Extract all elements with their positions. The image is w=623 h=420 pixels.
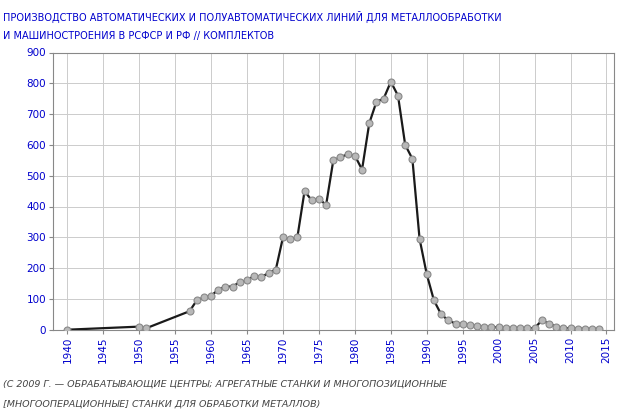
Text: (С 2009 Г. — ОБРАБАТЫВАЮЩИЕ ЦЕНТРЫ; АГРЕГАТНЫЕ СТАНКИ И МНОГОПОЗИЦИОННЫЕ: (С 2009 Г. — ОБРАБАТЫВАЮЩИЕ ЦЕНТРЫ; АГРЕ… — [3, 380, 447, 389]
Text: ПРОИЗВОДСТВО АВТОМАТИЧЕСКИХ И ПОЛУАВТОМАТИЧЕСКИХ ЛИНИЙ ДЛЯ МЕТАЛЛООБРАБОТКИ: ПРОИЗВОДСТВО АВТОМАТИЧЕСКИХ И ПОЛУАВТОМА… — [3, 10, 502, 23]
Text: И МАШИНОСТРОЕНИЯ В РСФСР И РФ // КОМПЛЕКТОВ: И МАШИНОСТРОЕНИЯ В РСФСР И РФ // КОМПЛЕК… — [3, 32, 274, 42]
Text: [МНОГООПЕРАЦИОННЫЕ] СТАНКИ ДЛЯ ОБРАБОТКИ МЕТАЛЛОВ): [МНОГООПЕРАЦИОННЫЕ] СТАНКИ ДЛЯ ОБРАБОТКИ… — [3, 400, 320, 409]
